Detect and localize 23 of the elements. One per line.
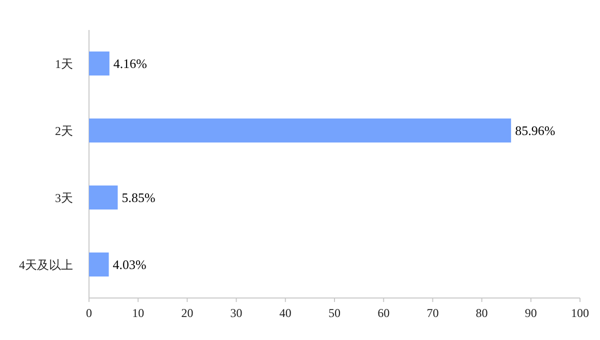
x-tick-label: 0 bbox=[86, 306, 92, 320]
bar bbox=[89, 52, 110, 76]
data-label: 4.16% bbox=[113, 56, 148, 71]
bar bbox=[89, 252, 109, 276]
x-tick-label: 40 bbox=[279, 306, 292, 320]
y-tick-label: 3天 bbox=[55, 191, 73, 205]
data-label: 4.03% bbox=[112, 257, 147, 272]
y-tick-label: 2天 bbox=[55, 124, 73, 138]
data-label: 5.85% bbox=[122, 190, 156, 205]
bar bbox=[89, 118, 512, 142]
y-tick-label: 1天 bbox=[55, 57, 73, 71]
bar bbox=[89, 186, 118, 210]
x-tick-label: 60 bbox=[378, 306, 390, 320]
x-tick-label: 70 bbox=[426, 306, 439, 320]
data-label: 85.96% bbox=[515, 123, 556, 138]
x-tick-label: 20 bbox=[181, 306, 194, 320]
x-tick-label: 30 bbox=[230, 306, 242, 320]
x-tick-label: 100 bbox=[571, 306, 589, 320]
x-tick-label: 10 bbox=[132, 306, 144, 320]
x-tick-label: 80 bbox=[476, 306, 488, 320]
x-tick-label: 50 bbox=[328, 306, 340, 320]
y-tick-label: 4天及以上 bbox=[19, 258, 73, 272]
x-tick-label: 90 bbox=[524, 306, 537, 320]
